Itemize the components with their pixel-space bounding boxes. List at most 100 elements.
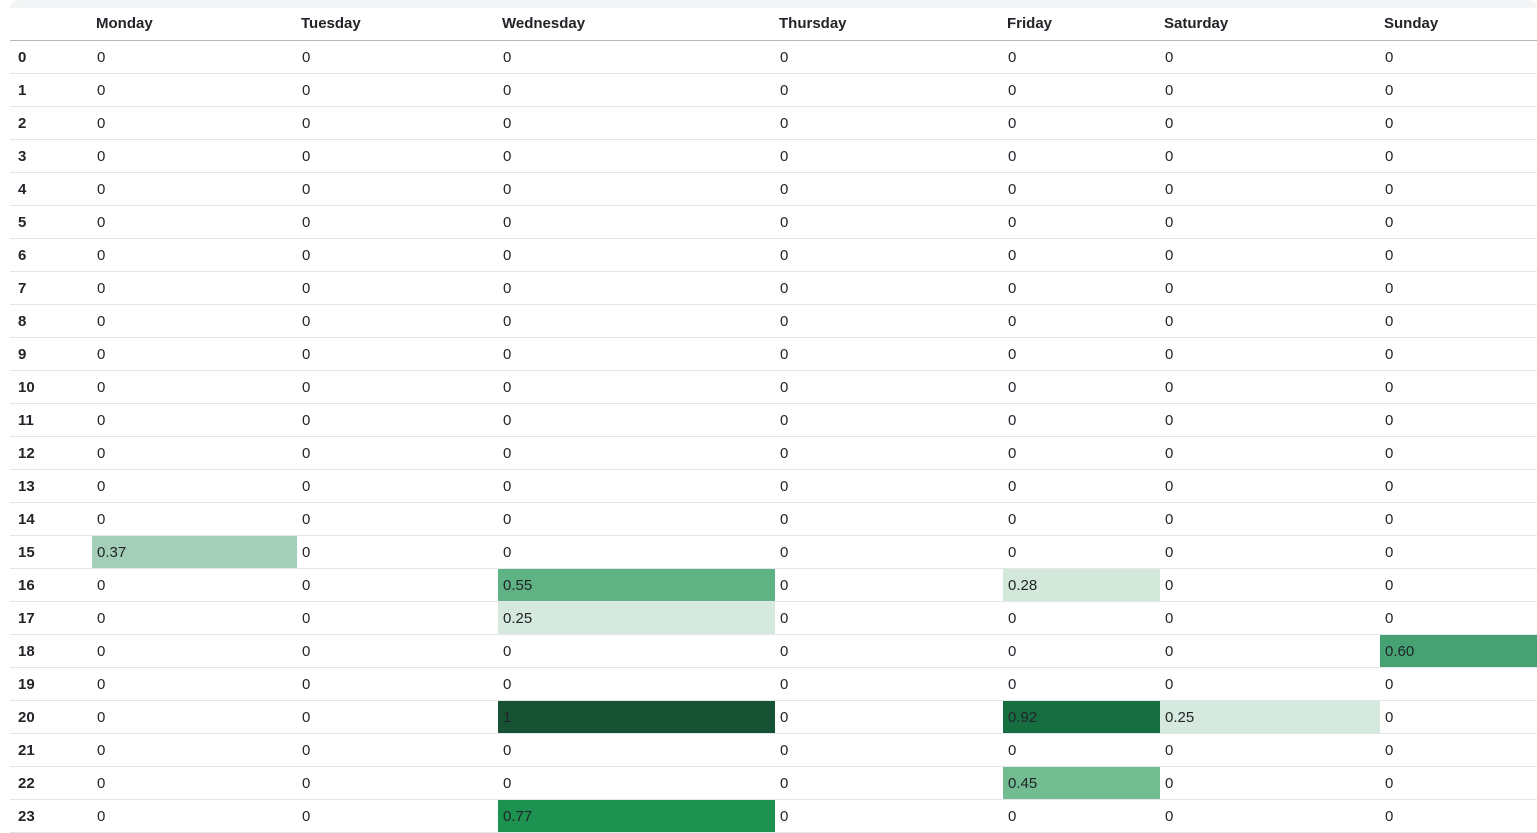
heat-cell-friday-21: 0 [1003, 733, 1160, 767]
heat-cell-sunday-12: 0 [1380, 436, 1537, 470]
heat-cell-wednesday-15: 0 [498, 535, 775, 569]
heat-cell-saturday-10: 0 [1160, 370, 1380, 404]
heat-cell-tuesday-21: 0 [297, 733, 498, 767]
heat-cell-thursday-16: 0 [775, 568, 1003, 602]
heat-cell-monday-3: 0 [92, 139, 297, 173]
hour-label: 21 [10, 733, 92, 767]
heat-cell-thursday-6: 0 [775, 238, 1003, 272]
heat-cell-thursday-1: 0 [775, 73, 1003, 107]
heat-cell-saturday-14: 0 [1160, 502, 1380, 536]
heat-cell-saturday-5: 0 [1160, 205, 1380, 239]
hour-label: 12 [10, 436, 92, 470]
heat-cell-friday-12: 0 [1003, 436, 1160, 470]
column-header-saturday: Saturday [1160, 8, 1380, 41]
heat-cell-tuesday-5: 0 [297, 205, 498, 239]
heat-cell-tuesday-20: 0 [297, 700, 498, 734]
heat-cell-tuesday-7: 0 [297, 271, 498, 305]
table-row-hour-13: 13 0 0 0 0 0 0 0 [10, 469, 1537, 503]
heat-cell-monday-12: 0 [92, 436, 297, 470]
heat-cell-friday-4: 0 [1003, 172, 1160, 206]
heat-cell-monday-0: 0 [92, 40, 297, 74]
heat-cell-sunday-11: 0 [1380, 403, 1537, 437]
corner-header [10, 8, 92, 41]
heat-cell-friday-19: 0 [1003, 667, 1160, 701]
heat-cell-saturday-6: 0 [1160, 238, 1380, 272]
heat-cell-friday-8: 0 [1003, 304, 1160, 338]
heat-cell-sunday-18: 0.60 [1380, 634, 1537, 668]
heat-cell-friday-18: 0 [1003, 634, 1160, 668]
heat-cell-wednesday-13: 0 [498, 469, 775, 503]
heat-cell-wednesday-12: 0 [498, 436, 775, 470]
heat-cell-sunday-20: 0 [1380, 700, 1537, 734]
heat-cell-wednesday-1: 0 [498, 73, 775, 107]
heat-cell-monday-17: 0 [92, 601, 297, 635]
heat-cell-friday-3: 0 [1003, 139, 1160, 173]
heat-cell-saturday-7: 0 [1160, 271, 1380, 305]
heat-cell-friday-16: 0.28 [1003, 568, 1160, 602]
heat-cell-monday-6: 0 [92, 238, 297, 272]
heat-cell-saturday-15: 0 [1160, 535, 1380, 569]
hour-label: 22 [10, 766, 92, 800]
heat-cell-monday-15: 0.37 [92, 535, 297, 569]
heat-cell-thursday-19: 0 [775, 667, 1003, 701]
heat-cell-thursday-20: 0 [775, 700, 1003, 734]
heat-cell-sunday-22: 0 [1380, 766, 1537, 800]
heat-cell-friday-6: 0 [1003, 238, 1160, 272]
heat-cell-sunday-8: 0 [1380, 304, 1537, 338]
heat-cell-friday-2: 0 [1003, 106, 1160, 140]
hour-label: 19 [10, 667, 92, 701]
column-header-thursday: Thursday [775, 8, 1003, 41]
heat-cell-friday-11: 0 [1003, 403, 1160, 437]
heat-cell-monday-19: 0 [92, 667, 297, 701]
heat-cell-monday-11: 0 [92, 403, 297, 437]
table-row-hour-15: 15 0.37 0 0 0 0 0 0 [10, 535, 1537, 569]
header-row: Monday Tuesday Wednesday Thursday Friday Satu… [10, 8, 1537, 41]
hour-label: 14 [10, 502, 92, 536]
heat-cell-sunday-6: 0 [1380, 238, 1537, 272]
hour-label: 15 [10, 535, 92, 569]
heat-cell-thursday-10: 0 [775, 370, 1003, 404]
heat-cell-friday-1: 0 [1003, 73, 1160, 107]
column-header-wednesday: Wednesday [498, 8, 775, 41]
heat-cell-wednesday-8: 0 [498, 304, 775, 338]
heat-cell-saturday-17: 0 [1160, 601, 1380, 635]
heat-cell-wednesday-21: 0 [498, 733, 775, 767]
heat-cell-thursday-8: 0 [775, 304, 1003, 338]
hour-label: 10 [10, 370, 92, 404]
heat-cell-friday-9: 0 [1003, 337, 1160, 371]
heat-cell-thursday-3: 0 [775, 139, 1003, 173]
heat-cell-thursday-18: 0 [775, 634, 1003, 668]
heat-cell-saturday-0: 0 [1160, 40, 1380, 74]
heat-cell-friday-5: 0 [1003, 205, 1160, 239]
heat-cell-sunday-10: 0 [1380, 370, 1537, 404]
heat-cell-friday-10: 0 [1003, 370, 1160, 404]
weekly-heatmap-table: Monday Tuesday Wednesday Thursday Friday Satu… [10, 8, 1537, 833]
heat-cell-sunday-23: 0 [1380, 799, 1537, 833]
heat-cell-tuesday-12: 0 [297, 436, 498, 470]
hour-label: 20 [10, 700, 92, 734]
heat-cell-monday-13: 0 [92, 469, 297, 503]
hour-label: 17 [10, 601, 92, 635]
hour-label: 4 [10, 172, 92, 206]
heat-cell-tuesday-15: 0 [297, 535, 498, 569]
heat-cell-monday-5: 0 [92, 205, 297, 239]
heat-cell-wednesday-10: 0 [498, 370, 775, 404]
heat-cell-tuesday-14: 0 [297, 502, 498, 536]
heat-cell-thursday-7: 0 [775, 271, 1003, 305]
heat-cell-saturday-16: 0 [1160, 568, 1380, 602]
heat-cell-thursday-5: 0 [775, 205, 1003, 239]
heat-cell-tuesday-18: 0 [297, 634, 498, 668]
heat-cell-wednesday-11: 0 [498, 403, 775, 437]
heat-cell-saturday-21: 0 [1160, 733, 1380, 767]
heat-cell-monday-2: 0 [92, 106, 297, 140]
heat-cell-wednesday-19: 0 [498, 667, 775, 701]
table-row-hour-11: 11 0 0 0 0 0 0 0 [10, 403, 1537, 437]
heat-cell-monday-23: 0 [92, 799, 297, 833]
heat-cell-monday-7: 0 [92, 271, 297, 305]
